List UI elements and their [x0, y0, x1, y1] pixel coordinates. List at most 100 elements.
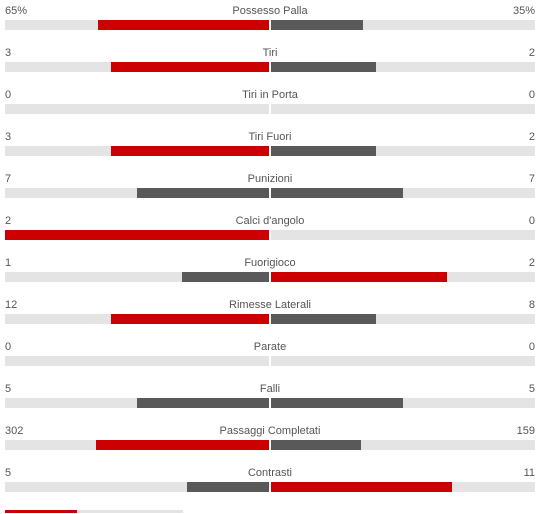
home-value: 5	[5, 467, 12, 479]
stat-row: 0 Parate 0	[5, 340, 535, 382]
away-bar	[270, 272, 447, 282]
bar-divider	[269, 440, 271, 450]
away-value: 0	[528, 341, 535, 353]
bar-divider	[269, 146, 271, 156]
stat-labels: 12 Rimesse Laterali 8	[5, 298, 535, 312]
away-bar	[270, 314, 376, 324]
away-value: 0	[528, 215, 535, 227]
stat-labels: 3 Tiri 2	[5, 46, 535, 60]
bar-divider	[269, 20, 271, 30]
away-value: 5	[528, 383, 535, 395]
stat-name: Punizioni	[247, 173, 293, 185]
stat-name: Fuorigioco	[244, 257, 296, 269]
stat-row: 0 Tiri in Porta 0	[5, 88, 535, 130]
stat-labels: 1 Fuorigioco 2	[5, 256, 535, 270]
tab-indicator-strip[interactable]	[5, 510, 183, 513]
home-value: 7	[5, 173, 12, 185]
stat-row: 65% Possesso Palla 35%	[5, 4, 535, 46]
active-tab-indicator	[5, 510, 77, 513]
stat-bar-track	[5, 440, 535, 450]
away-bar	[270, 20, 363, 30]
away-bar	[270, 440, 361, 450]
stat-name: Calci d'angolo	[235, 215, 305, 227]
home-value: 0	[5, 341, 12, 353]
stat-row: 3 Tiri 2	[5, 46, 535, 88]
away-value: 2	[528, 131, 535, 143]
away-value: 11	[523, 467, 535, 479]
stat-name: Falli	[259, 383, 281, 395]
stat-row: 302 Passaggi Completati 159	[5, 424, 535, 466]
stat-bar-track	[5, 272, 535, 282]
stat-labels: 3 Tiri Fuori 2	[5, 130, 535, 144]
home-bar	[182, 272, 270, 282]
stat-name: Tiri in Porta	[242, 89, 298, 101]
stat-name: Tiri	[262, 47, 278, 59]
stat-labels: 2 Calci d'angolo 0	[5, 214, 535, 228]
stat-bar-track	[5, 356, 535, 366]
away-value: 35%	[512, 5, 535, 17]
stat-labels: 0 Tiri in Porta 0	[5, 88, 535, 102]
home-bar	[111, 62, 270, 72]
stat-labels: 302 Passaggi Completati 159	[5, 424, 535, 438]
bar-divider	[269, 356, 271, 366]
stat-name: Contrasti	[247, 467, 293, 479]
bar-divider	[269, 230, 271, 240]
stat-name: Tiri Fuori	[248, 131, 292, 143]
stat-labels: 7 Punizioni 7	[5, 172, 535, 186]
away-value: 8	[528, 299, 535, 311]
stat-row: 5 Contrasti 11	[5, 466, 535, 508]
away-bar	[270, 146, 376, 156]
home-value: 1	[5, 257, 12, 269]
stat-bar-track	[5, 62, 535, 72]
away-bar	[270, 482, 452, 492]
match-stats-list: 65% Possesso Palla 35% 3 Tiri 2 0 Tiri in Porta…	[5, 4, 535, 508]
home-bar	[137, 188, 270, 198]
stat-labels: 5 Contrasti 11	[5, 466, 535, 480]
bar-divider	[269, 314, 271, 324]
bar-divider	[269, 188, 271, 198]
away-value: 0	[528, 89, 535, 101]
home-bar	[137, 398, 270, 408]
stat-row: 5 Falli 5	[5, 382, 535, 424]
stat-labels: 5 Falli 5	[5, 382, 535, 396]
stat-name: Possesso Palla	[232, 5, 308, 17]
away-value: 2	[528, 47, 535, 59]
away-value: 2	[528, 257, 535, 269]
stat-row: 2 Calci d'angolo 0	[5, 214, 535, 256]
stat-bar-track	[5, 20, 535, 30]
stat-labels: 0 Parate 0	[5, 340, 535, 354]
stat-bar-track	[5, 398, 535, 408]
stat-bar-track	[5, 314, 535, 324]
home-value: 65%	[5, 5, 28, 17]
away-bar	[270, 398, 403, 408]
stat-bar-track	[5, 104, 535, 114]
away-value: 159	[516, 425, 535, 437]
stat-bar-track	[5, 230, 535, 240]
stat-row: 1 Fuorigioco 2	[5, 256, 535, 298]
away-bar	[270, 62, 376, 72]
home-bar	[187, 482, 270, 492]
stat-labels: 65% Possesso Palla 35%	[5, 4, 535, 18]
stat-row: 12 Rimesse Laterali 8	[5, 298, 535, 340]
home-value: 302	[5, 425, 24, 437]
home-bar	[98, 20, 270, 30]
stat-name: Passaggi Completati	[219, 425, 321, 437]
home-bar	[5, 230, 270, 240]
stat-row: 7 Punizioni 7	[5, 172, 535, 214]
away-bar	[270, 188, 403, 198]
stat-row: 3 Tiri Fuori 2	[5, 130, 535, 172]
stat-bar-track	[5, 188, 535, 198]
home-bar	[111, 146, 270, 156]
bar-divider	[269, 62, 271, 72]
away-value: 7	[528, 173, 535, 185]
bar-divider	[269, 104, 271, 114]
home-bar	[96, 440, 270, 450]
bar-divider	[269, 482, 271, 492]
home-value: 3	[5, 131, 12, 143]
bar-divider	[269, 272, 271, 282]
home-value: 0	[5, 89, 12, 101]
home-value: 3	[5, 47, 12, 59]
home-value: 5	[5, 383, 12, 395]
stat-name: Rimesse Laterali	[229, 299, 311, 311]
home-bar	[111, 314, 270, 324]
